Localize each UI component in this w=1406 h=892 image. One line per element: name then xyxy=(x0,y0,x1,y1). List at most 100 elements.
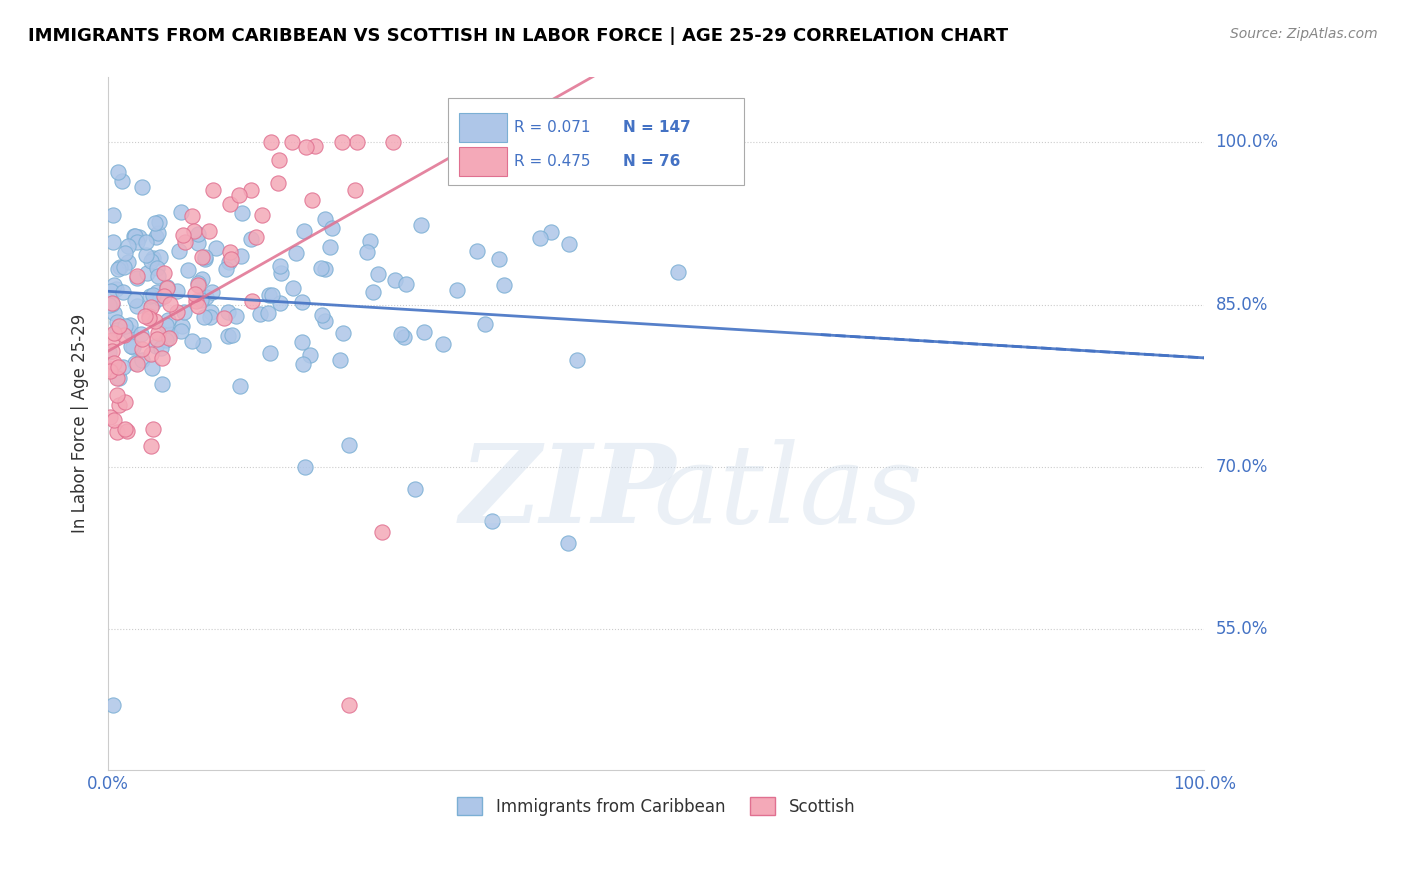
Point xyxy=(190,293,212,308)
Point xyxy=(131,352,153,367)
Point xyxy=(201,183,224,197)
Point xyxy=(229,379,252,393)
Point xyxy=(309,261,332,276)
Point xyxy=(488,252,510,266)
Point xyxy=(172,318,194,333)
Point xyxy=(194,250,217,264)
Point xyxy=(101,296,124,310)
Point xyxy=(250,208,273,222)
Point xyxy=(231,206,253,220)
Point xyxy=(356,244,378,259)
Point xyxy=(167,244,190,258)
Point xyxy=(666,265,689,279)
Point xyxy=(311,308,333,322)
Point xyxy=(107,165,129,179)
Point xyxy=(114,319,136,334)
Point xyxy=(108,398,131,412)
Point xyxy=(219,244,242,259)
Point xyxy=(128,229,150,244)
Point xyxy=(198,310,221,324)
Point xyxy=(142,295,165,310)
Point xyxy=(187,276,209,290)
Text: 100.0%: 100.0% xyxy=(1216,134,1278,152)
Point xyxy=(218,197,240,211)
Point xyxy=(225,309,247,323)
Point xyxy=(150,351,173,365)
Point xyxy=(382,136,405,150)
Point xyxy=(149,341,172,355)
Point xyxy=(314,261,336,276)
Point xyxy=(138,309,160,323)
Point xyxy=(145,229,167,244)
Point xyxy=(98,409,121,424)
Point xyxy=(143,216,166,230)
Point xyxy=(186,293,208,308)
Point xyxy=(104,282,127,296)
Point xyxy=(191,338,214,352)
Point xyxy=(114,422,136,436)
Point xyxy=(294,460,316,475)
Point xyxy=(98,364,121,378)
Point xyxy=(314,211,336,226)
Point xyxy=(219,252,242,267)
Point xyxy=(166,284,188,298)
Point xyxy=(291,357,314,371)
Point xyxy=(103,326,125,341)
Point xyxy=(492,278,515,293)
Point xyxy=(291,335,314,350)
Point xyxy=(259,288,281,302)
Point xyxy=(191,272,214,286)
Text: N = 147: N = 147 xyxy=(623,120,692,135)
Point xyxy=(105,323,128,337)
Point xyxy=(270,267,292,281)
Point xyxy=(384,273,406,287)
Point xyxy=(124,356,146,370)
Point xyxy=(337,438,360,452)
Point xyxy=(446,283,468,297)
Point xyxy=(107,371,129,385)
Point xyxy=(249,307,271,321)
Point xyxy=(146,226,169,240)
Point xyxy=(245,230,267,244)
Point xyxy=(107,359,129,374)
Point xyxy=(131,342,153,356)
Point xyxy=(505,136,527,150)
Point xyxy=(142,422,165,436)
Point xyxy=(97,345,120,359)
Point xyxy=(330,136,353,150)
Point xyxy=(391,327,413,342)
Point xyxy=(103,356,125,370)
Text: Source: ZipAtlas.com: Source: ZipAtlas.com xyxy=(1230,27,1378,41)
Point xyxy=(281,136,304,150)
Point xyxy=(361,285,384,300)
Point xyxy=(174,235,197,249)
Point xyxy=(153,289,176,303)
Point xyxy=(170,324,193,338)
Point xyxy=(170,205,193,219)
Point xyxy=(156,280,179,294)
Point xyxy=(319,240,342,254)
Point xyxy=(218,255,240,269)
Point xyxy=(117,238,139,252)
Text: R = 0.475: R = 0.475 xyxy=(513,154,591,169)
Point xyxy=(159,327,181,342)
Point xyxy=(291,294,314,309)
Point xyxy=(117,255,139,269)
Point xyxy=(105,425,128,439)
Point xyxy=(110,174,132,188)
Point xyxy=(187,299,209,313)
Point xyxy=(314,313,336,327)
Point xyxy=(103,413,125,427)
Point xyxy=(146,332,169,346)
Point xyxy=(141,440,163,454)
Point xyxy=(432,336,454,351)
Point xyxy=(111,285,134,300)
Point xyxy=(181,334,204,348)
Point xyxy=(105,388,128,402)
Point xyxy=(344,184,367,198)
FancyBboxPatch shape xyxy=(458,147,508,177)
Point xyxy=(98,362,121,376)
Point xyxy=(474,317,496,331)
Point xyxy=(112,359,135,374)
Point xyxy=(146,326,169,340)
